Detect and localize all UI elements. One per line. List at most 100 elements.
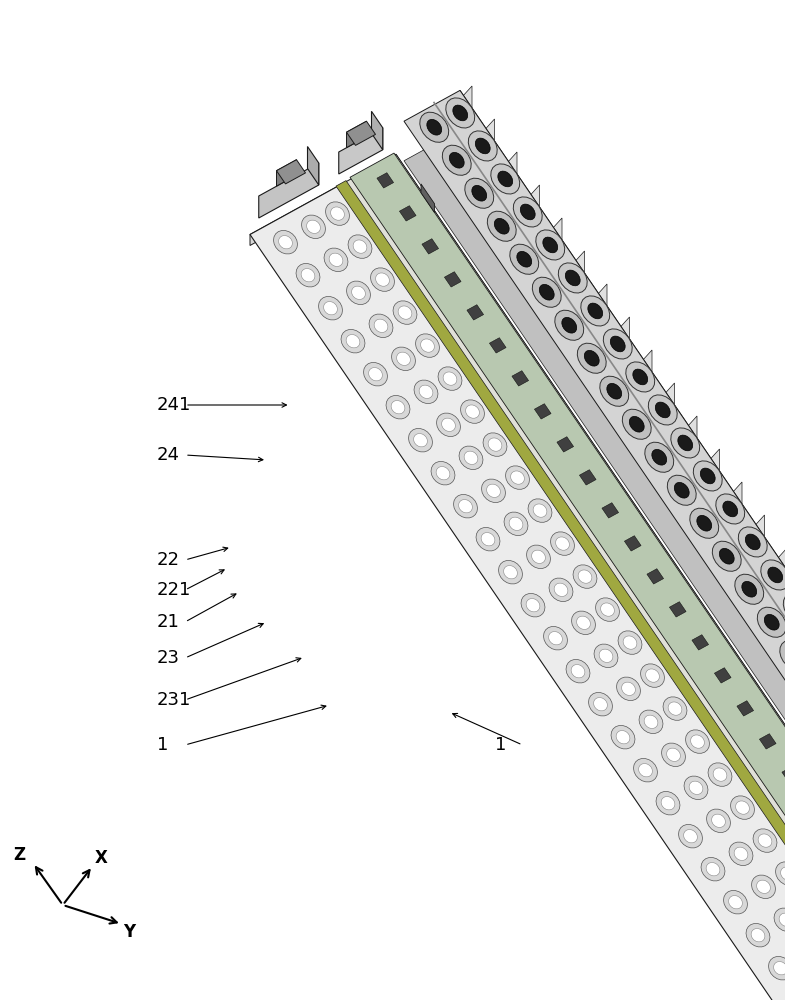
Polygon shape bbox=[330, 207, 345, 220]
Polygon shape bbox=[761, 560, 785, 590]
Polygon shape bbox=[749, 747, 761, 760]
Polygon shape bbox=[616, 731, 630, 744]
Polygon shape bbox=[535, 404, 551, 419]
Polygon shape bbox=[474, 346, 496, 369]
Text: 1: 1 bbox=[157, 736, 168, 754]
Polygon shape bbox=[546, 450, 559, 463]
Polygon shape bbox=[460, 86, 472, 130]
Polygon shape bbox=[396, 352, 411, 365]
Polygon shape bbox=[487, 484, 500, 497]
Polygon shape bbox=[655, 402, 670, 418]
Polygon shape bbox=[685, 730, 710, 753]
Polygon shape bbox=[403, 203, 426, 226]
Polygon shape bbox=[456, 318, 469, 331]
Polygon shape bbox=[624, 536, 641, 551]
Polygon shape bbox=[595, 284, 607, 328]
Polygon shape bbox=[611, 505, 623, 518]
Polygon shape bbox=[339, 128, 383, 174]
Polygon shape bbox=[707, 449, 720, 493]
Polygon shape bbox=[780, 867, 785, 880]
Polygon shape bbox=[654, 610, 676, 633]
Polygon shape bbox=[520, 204, 535, 220]
Polygon shape bbox=[510, 471, 524, 484]
Polygon shape bbox=[369, 368, 382, 381]
Polygon shape bbox=[659, 615, 671, 628]
Polygon shape bbox=[539, 401, 561, 424]
Polygon shape bbox=[336, 181, 785, 912]
Polygon shape bbox=[652, 566, 674, 589]
Polygon shape bbox=[769, 736, 781, 749]
Polygon shape bbox=[599, 649, 613, 662]
Polygon shape bbox=[386, 175, 399, 188]
Polygon shape bbox=[505, 152, 517, 196]
Polygon shape bbox=[746, 924, 770, 947]
Polygon shape bbox=[449, 269, 471, 292]
Polygon shape bbox=[411, 252, 424, 265]
Polygon shape bbox=[279, 236, 292, 249]
Polygon shape bbox=[386, 396, 410, 419]
Polygon shape bbox=[610, 336, 625, 352]
Polygon shape bbox=[436, 467, 450, 480]
Text: 23: 23 bbox=[157, 649, 180, 667]
Polygon shape bbox=[736, 801, 750, 814]
Polygon shape bbox=[584, 350, 599, 366]
Polygon shape bbox=[681, 648, 694, 661]
Polygon shape bbox=[776, 862, 785, 885]
Polygon shape bbox=[451, 313, 473, 336]
Polygon shape bbox=[728, 896, 743, 909]
Polygon shape bbox=[489, 338, 506, 353]
Text: 11: 11 bbox=[612, 561, 635, 579]
Polygon shape bbox=[307, 220, 320, 233]
Polygon shape bbox=[498, 561, 523, 584]
Polygon shape bbox=[584, 467, 606, 490]
Polygon shape bbox=[375, 273, 389, 286]
Polygon shape bbox=[678, 825, 703, 848]
Polygon shape bbox=[524, 417, 536, 430]
Polygon shape bbox=[344, 154, 785, 909]
Polygon shape bbox=[713, 768, 727, 781]
Polygon shape bbox=[611, 726, 635, 749]
Polygon shape bbox=[422, 239, 439, 254]
Polygon shape bbox=[476, 307, 488, 320]
Polygon shape bbox=[554, 583, 568, 596]
Polygon shape bbox=[250, 185, 340, 245]
Text: 221: 221 bbox=[157, 581, 192, 599]
Polygon shape bbox=[519, 412, 541, 435]
Polygon shape bbox=[531, 550, 546, 563]
Polygon shape bbox=[409, 208, 421, 221]
Polygon shape bbox=[506, 466, 530, 489]
Polygon shape bbox=[591, 516, 604, 529]
Polygon shape bbox=[549, 632, 562, 645]
Polygon shape bbox=[779, 913, 785, 926]
Polygon shape bbox=[586, 511, 608, 534]
Polygon shape bbox=[746, 703, 758, 716]
Polygon shape bbox=[737, 701, 754, 716]
Text: X: X bbox=[94, 849, 107, 867]
Polygon shape bbox=[555, 310, 584, 340]
Polygon shape bbox=[609, 544, 631, 567]
Polygon shape bbox=[483, 119, 495, 163]
Polygon shape bbox=[361, 181, 383, 204]
Polygon shape bbox=[689, 781, 703, 794]
Polygon shape bbox=[444, 272, 461, 287]
Polygon shape bbox=[640, 350, 652, 394]
Polygon shape bbox=[691, 735, 704, 748]
Polygon shape bbox=[438, 367, 462, 390]
Polygon shape bbox=[774, 908, 785, 931]
Polygon shape bbox=[513, 197, 542, 227]
Polygon shape bbox=[491, 164, 520, 194]
Polygon shape bbox=[573, 565, 597, 588]
Polygon shape bbox=[408, 429, 433, 452]
Polygon shape bbox=[712, 541, 741, 571]
Polygon shape bbox=[566, 439, 579, 452]
Polygon shape bbox=[414, 380, 438, 403]
Polygon shape bbox=[723, 501, 738, 517]
Polygon shape bbox=[626, 362, 655, 392]
Polygon shape bbox=[536, 230, 564, 260]
Polygon shape bbox=[517, 368, 539, 391]
Polygon shape bbox=[543, 406, 556, 419]
Polygon shape bbox=[618, 317, 630, 361]
Polygon shape bbox=[652, 449, 666, 465]
Polygon shape bbox=[442, 145, 471, 175]
Polygon shape bbox=[633, 369, 648, 385]
